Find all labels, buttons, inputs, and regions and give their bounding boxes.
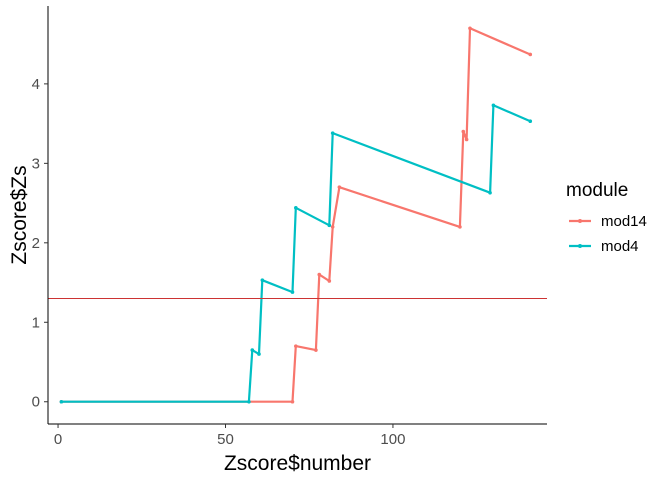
data-point-mod4 (491, 103, 496, 108)
x-tick-label: 50 (217, 431, 234, 448)
data-point-mod14 (458, 225, 462, 229)
data-point-mod14 (337, 185, 342, 189)
data-point-mod14 (290, 399, 295, 404)
y-tick-label: 0 (32, 394, 40, 411)
legend: module mod14 mod4 (566, 180, 647, 255)
data-point-mod14 (468, 26, 472, 31)
y-tick-label: 1 (32, 314, 40, 331)
series-line-mod4 (60, 104, 532, 403)
data-point-mod14 (327, 279, 332, 283)
data-point-mod14 (528, 52, 533, 57)
data-point-mod14 (464, 137, 469, 142)
legend-label-mod14: mod14 (601, 213, 647, 230)
data-point-mod4 (327, 223, 332, 228)
x-tick-label: 100 (380, 431, 405, 448)
data-point-mod14 (294, 344, 298, 348)
x-axis-title: Zscore$number (224, 452, 371, 475)
axis-ticks: 0 50 100 0 1 2 3 4 (32, 76, 406, 448)
legend-title: module (566, 180, 628, 201)
data-point-mod4 (257, 352, 261, 356)
plot-marks (48, 26, 547, 404)
x-tick-label: 0 (54, 431, 62, 448)
data-point-mod14 (461, 129, 466, 134)
y-tick-label: 2 (32, 235, 40, 252)
y-tick-label: 4 (32, 76, 40, 93)
y-axis-title: Zscore$Zs (8, 165, 31, 264)
y-tick-label: 3 (32, 155, 40, 172)
data-point-mod4 (59, 399, 64, 404)
data-point-mod4 (260, 278, 265, 282)
legend-items: mod14 mod4 (569, 213, 647, 255)
data-point-mod4 (247, 399, 251, 404)
data-point-mod4 (330, 131, 335, 135)
legend-key-point-mod4 (578, 244, 582, 248)
data-point-mod4 (528, 119, 533, 124)
data-point-mod4 (290, 290, 295, 294)
legend-key-point-mod14 (578, 219, 582, 223)
data-point-mod4 (488, 190, 492, 195)
data-point-mod4 (250, 348, 255, 352)
data-point-mod14 (314, 348, 318, 352)
data-point-mod14 (317, 272, 322, 277)
data-point-mod4 (294, 206, 298, 210)
legend-label-mod4: mod4 (601, 238, 639, 255)
data-point-mod14 (330, 225, 335, 229)
